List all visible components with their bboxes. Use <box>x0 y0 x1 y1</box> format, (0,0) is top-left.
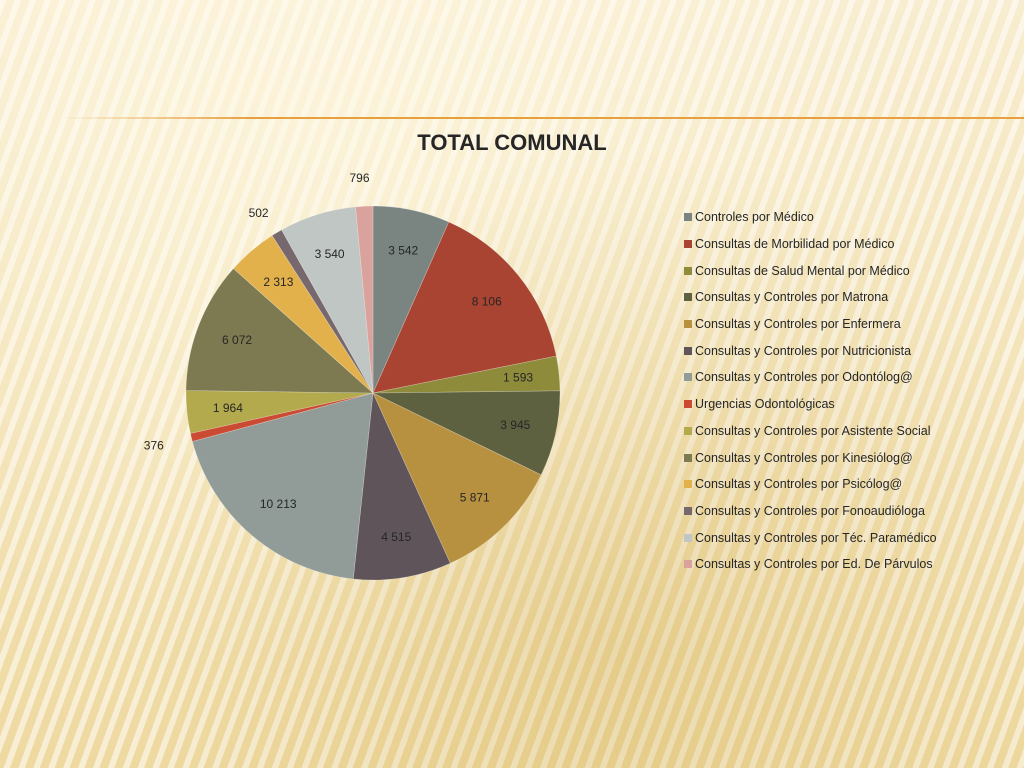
legend-label: Consultas y Controles por Enfermera <box>695 317 901 332</box>
legend-item: Consultas y Controles por Kinesiólog@ <box>684 444 937 471</box>
chart-title: TOTAL COMUNAL <box>417 130 607 155</box>
legend-swatch <box>684 480 692 489</box>
pie-slice <box>352 391 451 581</box>
pie-slice <box>190 392 374 442</box>
legend-swatch <box>684 320 692 329</box>
legend-item: Consultas y Controles por Enfermera <box>684 311 937 338</box>
legend-swatch <box>684 240 692 249</box>
legend-swatch <box>684 293 692 302</box>
pie-slice <box>372 390 561 476</box>
legend-label: Consultas y Controles por Fonoaudióloga <box>695 503 925 518</box>
legend-item: Consultas y Controles por Ed. De Párvulo… <box>684 551 937 578</box>
pie-data-label: 4 515 <box>381 530 411 544</box>
legend-label: Consultas y Controles por Téc. Paramédic… <box>695 530 937 545</box>
legend-label: Consultas y Controles por Matrona <box>695 290 889 305</box>
pie-data-label: 1 964 <box>213 401 243 415</box>
legend-swatch <box>684 346 692 355</box>
pie-data-labels: 3 542 8 106 1 593 3 945 5 871 4 515 10 213 376 1… <box>144 171 534 544</box>
pie-slice <box>185 268 374 394</box>
legend-label: Consultas y Controles por Nutricionista <box>695 343 912 358</box>
legend-item: Consultas y Controles por Fonoaudióloga <box>684 498 937 525</box>
legend-item: Consultas y Controles por Odontólog@ <box>684 364 937 391</box>
legend-swatch <box>684 400 692 409</box>
legend-label: Consultas y Controles por Psicólog@ <box>695 477 903 492</box>
pie-slice <box>372 205 450 394</box>
legend-swatch <box>684 453 692 462</box>
legend-label: Consultas y Controles por Odontólog@ <box>695 370 913 385</box>
legend-label: Urgencias Odontológicas <box>695 397 835 412</box>
legend-item: Consultas y Controles por Asistente Soci… <box>684 418 937 445</box>
legend-swatch <box>684 266 692 275</box>
legend-item: Consultas y Controles por Nutricionista <box>684 337 937 364</box>
legend-swatch <box>684 560 692 569</box>
title-divider <box>62 117 1024 119</box>
legend-label: Consultas y Controles por Ed. De Párvulo… <box>695 557 933 572</box>
pie-slice <box>372 392 542 564</box>
pie-data-label: 8 106 <box>472 295 502 309</box>
pie-data-label: 2 313 <box>263 275 293 289</box>
pie-data-label: 3 542 <box>388 243 418 257</box>
pie-data-label: 1 593 <box>503 371 533 385</box>
legend-label: Controles por Médico <box>695 210 814 225</box>
legend-item: Consultas de Morbilidad por Médico <box>684 231 937 258</box>
legend-swatch <box>684 373 692 382</box>
pie-data-label: 5 871 <box>460 491 490 505</box>
pie-slices <box>185 205 561 581</box>
pie-data-label: 6 072 <box>222 333 252 347</box>
pie-slice <box>185 390 374 434</box>
legend-item: Consultas y Controles por Matrona <box>684 284 937 311</box>
pie-data-label: 3 945 <box>500 418 530 432</box>
legend-swatch <box>684 533 692 542</box>
legend-item: Consultas de Salud Mental por Médico <box>684 257 937 284</box>
legend-label: Consultas y Controles por Kinesiólog@ <box>695 450 913 465</box>
legend-item: Consultas y Controles por Psicólog@ <box>684 471 937 498</box>
legend-item: Controles por Médico <box>684 204 937 231</box>
pie-slice <box>271 229 374 394</box>
pie-data-label: 502 <box>249 206 269 220</box>
legend-swatch <box>684 213 692 222</box>
legend-label: Consultas de Morbilidad por Médico <box>695 237 895 252</box>
pie-data-label: 796 <box>349 171 369 185</box>
pie-slice <box>372 221 557 394</box>
legend-swatch <box>684 426 692 435</box>
legend-item: Urgencias Odontológicas <box>684 391 937 418</box>
legend-label: Consultas y Controles por Asistente Soci… <box>695 423 931 438</box>
pie-data-label: 3 540 <box>315 247 345 261</box>
pie-slice <box>281 206 374 394</box>
pie-slice <box>372 355 561 394</box>
chart-legend: Controles por Médico Consultas de Morbili… <box>684 204 937 578</box>
pie-slice <box>233 235 374 394</box>
legend-swatch <box>684 506 692 515</box>
legend-item: Consultas y Controles por Téc. Paramédic… <box>684 524 937 551</box>
pie-data-label: 10 213 <box>260 497 297 511</box>
pie-data-label: 376 <box>144 438 164 452</box>
pie-slice <box>192 392 374 580</box>
legend-label: Consultas de Salud Mental por Médico <box>695 263 910 278</box>
pie-slice <box>355 205 374 394</box>
